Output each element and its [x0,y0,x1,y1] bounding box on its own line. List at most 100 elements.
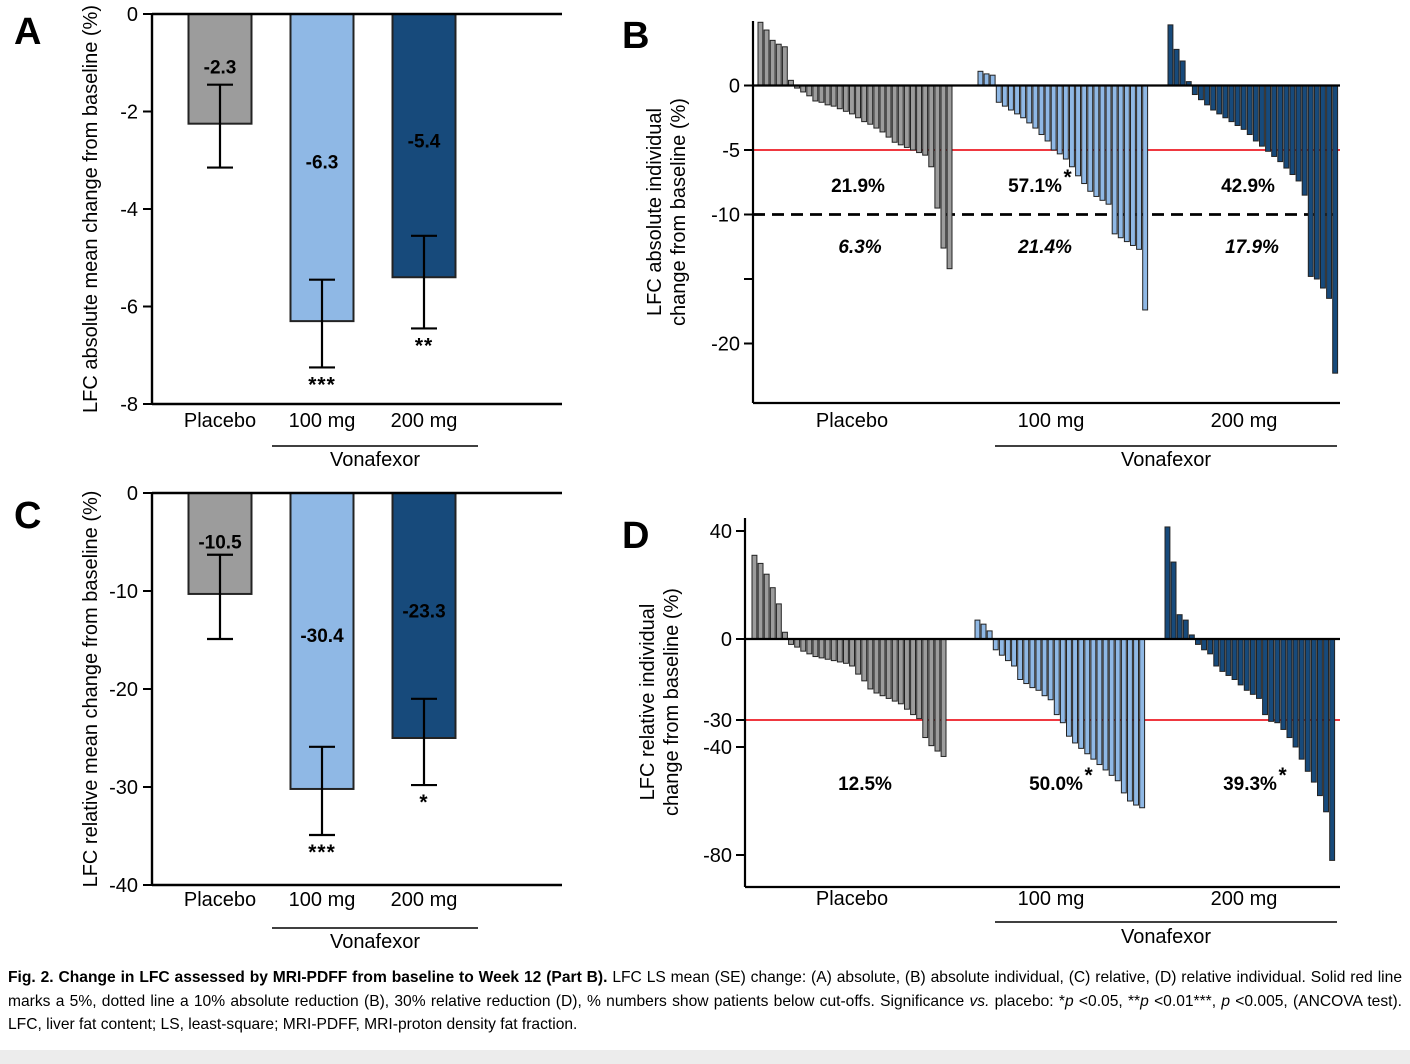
waterfall-bar [763,573,770,640]
waterfall-bar [1286,638,1293,739]
category-label: 100 mg [289,410,356,432]
y-tick-label: -10 [109,581,138,603]
caption-run: p [1221,992,1231,1010]
y-axis-title: change from baseline (%) [668,98,690,326]
waterfall-bar [1093,85,1100,197]
waterfall-bar [1005,638,1011,662]
waterfall-bar [1222,85,1229,119]
pct-below-cutoff-label: 12.5% [838,774,892,795]
y-axis-title: LFC relative mean change from baseline (… [80,491,102,888]
bar-value-label: -23.3 [402,602,445,623]
waterfall-bar [1029,638,1036,689]
waterfall-bar [916,85,922,154]
waterfall-bar [934,85,941,209]
waterfall-bar [1087,85,1094,192]
waterfall-bar [1069,85,1075,168]
waterfall-bar [1210,85,1217,111]
waterfall-bar [1262,638,1268,716]
caption-run: LFC LS mean (SE) change: (A) absolute, (… [8,969,1402,1010]
waterfall-bar [879,85,886,133]
waterfall-bar [1225,638,1232,676]
panel-c: C LFC relative mean change from baseline … [14,483,562,953]
waterfall-bar [769,39,776,86]
waterfall-bar [916,638,923,720]
y-axis-title: LFC absolute individual [644,108,666,316]
waterfall-bar [836,638,843,663]
category-label: 200 mg [391,410,458,432]
waterfall-bar [903,85,910,148]
waterfall-bar [891,638,898,702]
waterfall-bar [1035,638,1042,691]
waterfall-bar [1008,85,1014,111]
waterfall-bar [940,638,947,757]
panel-d: D LFC relative individual change from base… [622,515,1340,948]
significance-star: * [1085,764,1094,787]
group-label: Vonafexor [330,449,420,471]
waterfall-bar [998,638,1005,656]
pct-below-cutoff-label: 21.4% [1017,237,1072,258]
y-tick-label: 40 [710,521,732,543]
waterfall-bar [995,85,1002,103]
waterfall-bar [775,603,782,640]
waterfall-bar [1136,85,1142,250]
waterfall-bar [873,85,880,129]
y-tick-label: -8 [120,394,138,416]
panel-b: B LFC absolute individual change from base… [622,15,1340,471]
waterfall-bar [1274,638,1281,724]
waterfall-bar [794,638,801,648]
waterfall-group-placebo [751,554,947,757]
waterfall-bar [1213,638,1220,667]
y-tick-label: -10 [711,205,740,227]
waterfall-bar [1050,85,1057,151]
y-tick-label: -6 [120,297,138,319]
panel-a: A LFC absolute mean change from baseline … [14,4,562,471]
category-label: 100 mg [1018,888,1085,910]
waterfall-bar [1252,85,1259,142]
waterfall-bar [843,638,849,664]
waterfall-group-200-mg [1164,526,1336,861]
waterfall-bar [904,638,910,710]
waterfall-bar [873,638,880,694]
waterfall-bar [1059,638,1066,724]
waterfall-bar [1108,638,1115,776]
pct-below-cutoff-label: 6.3% [838,237,881,258]
significance-marker: ** [415,334,433,357]
waterfall-bar [830,638,837,662]
waterfall-bar [1207,638,1214,655]
y-tick-label: 0 [721,629,732,651]
waterfall-bar [1304,638,1311,772]
panel-letter-d: D [622,515,649,557]
waterfall-bar [1298,638,1305,760]
bar-value-label: -6.3 [306,152,339,173]
waterfall-bar [934,638,941,752]
waterfall-bar [1023,638,1030,685]
significance-marker: *** [308,841,336,864]
waterfall-bar [1292,638,1299,748]
waterfall-bar [824,85,831,106]
waterfall-bar [946,85,953,270]
waterfall-bar [1127,638,1133,802]
y-tick-label: -2 [120,102,138,124]
caption-run: Change in LFC assessed by MRI-PDFF from … [58,969,613,986]
page-edge-strip [0,1050,1410,1064]
pct-below-cutoff-label: 17.9% [1225,237,1279,258]
category-label: Placebo [184,889,256,911]
waterfall-bar [1123,85,1130,243]
waterfall-bar [1280,638,1287,730]
y-tick-label: -40 [703,737,732,759]
category-label: 100 mg [289,889,356,911]
waterfall-bar [1001,85,1008,107]
y-axis-title: LFC absolute mean change from baseline (… [80,5,102,413]
caption-run: p [1064,992,1074,1010]
y-tick-label: -20 [109,679,138,701]
waterfall-bar [885,85,892,138]
waterfall-bar [1246,85,1253,136]
waterfall-group-100-mg [977,70,1149,311]
y-tick-label: -20 [711,334,740,356]
panel-letter-c: C [14,495,41,537]
waterfall-bar [1265,85,1271,152]
caption-run: Fig. 2. [8,969,59,986]
y-tick-label: -30 [703,710,732,732]
waterfall-bar [1182,619,1189,640]
waterfall-bar [1167,24,1174,87]
